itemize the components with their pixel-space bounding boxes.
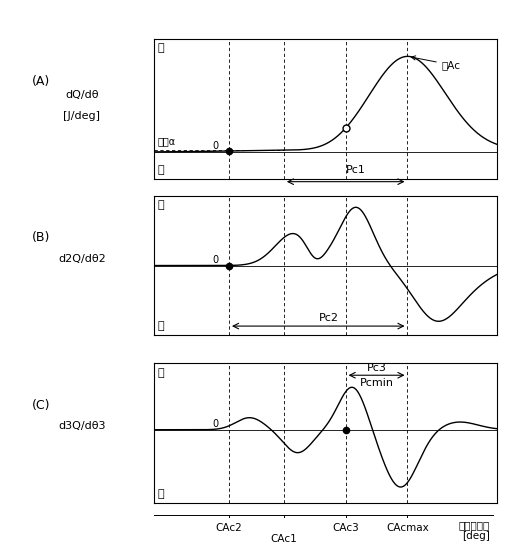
Text: Pc1: Pc1 bbox=[346, 165, 366, 175]
Text: d3Q/dθ3: d3Q/dθ3 bbox=[58, 421, 105, 431]
Text: (A): (A) bbox=[32, 74, 50, 88]
Text: 0: 0 bbox=[212, 255, 219, 265]
Text: (C): (C) bbox=[32, 399, 50, 412]
Text: [J/deg]: [J/deg] bbox=[63, 111, 100, 121]
Text: Pcmin: Pcmin bbox=[359, 378, 394, 388]
Text: CAcmax: CAcmax bbox=[386, 523, 429, 533]
Text: CAc2: CAc2 bbox=[216, 523, 243, 533]
Text: 0: 0 bbox=[212, 419, 219, 429]
Text: dQ/dθ: dQ/dθ bbox=[65, 90, 99, 100]
Text: クランク角: クランク角 bbox=[459, 520, 490, 530]
Text: 負: 負 bbox=[157, 321, 164, 331]
Text: Pc2: Pc2 bbox=[318, 313, 338, 323]
Text: 正: 正 bbox=[157, 368, 164, 377]
Text: 0: 0 bbox=[212, 141, 219, 151]
Text: CAc1: CAc1 bbox=[270, 534, 297, 544]
Text: CAc3: CAc3 bbox=[332, 523, 359, 533]
Text: 負: 負 bbox=[157, 489, 164, 499]
Text: 正: 正 bbox=[157, 44, 164, 53]
Text: 点Ac: 点Ac bbox=[411, 56, 461, 70]
Text: Pc3: Pc3 bbox=[367, 363, 387, 373]
Text: d2Q/dθ2: d2Q/dθ2 bbox=[58, 254, 106, 263]
Text: 正: 正 bbox=[157, 200, 164, 210]
Text: [deg]: [deg] bbox=[462, 531, 490, 541]
Text: 負: 負 bbox=[157, 165, 164, 174]
Text: (B): (B) bbox=[32, 231, 50, 244]
Text: 門値α: 門値α bbox=[157, 136, 175, 146]
